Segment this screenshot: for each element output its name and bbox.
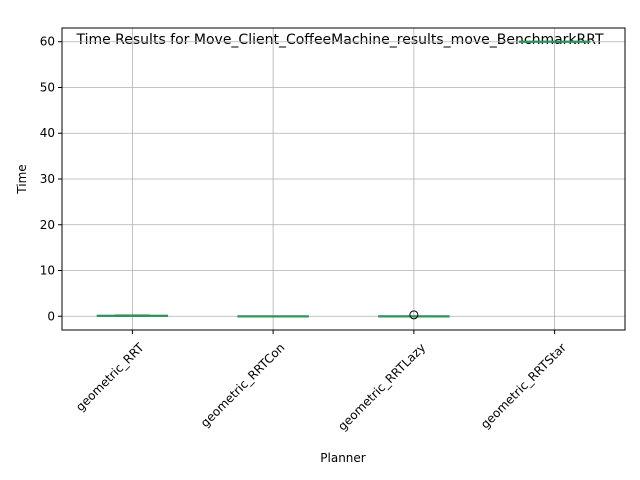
y-tick-label: 10 [40,264,55,278]
box-geometric_RRTCon [237,315,309,318]
chart-title: Time Results for Move_Client_CoffeeMachi… [75,32,603,48]
y-axis: 0 10 20 30 40 50 60 [40,35,62,323]
y-tick-label: 40 [40,126,55,140]
x-axis: geometric_RRT geometric_RRTCon geometric_R… [73,330,569,433]
y-tick-label: 30 [40,172,55,186]
x-tick-label: geometric_RRTCon [198,340,288,430]
box-geometric_RRT [96,314,169,317]
grid-lines [62,28,625,330]
x-axis-label: Planner [320,451,366,465]
outlier-point [409,310,419,320]
box-geometric_RRTLazy [378,310,450,320]
y-axis-label: Time [15,164,29,194]
y-tick-label: 60 [40,35,55,49]
y-tick-label: 20 [40,218,55,232]
box-geometric_RRTStar [518,40,591,43]
box-series [96,40,591,320]
x-tick-label: geometric_RRT [73,340,147,414]
y-tick-label: 50 [40,80,55,94]
y-tick-label: 0 [47,309,55,323]
x-tick-label: geometric_RRTStar [478,340,569,431]
x-tick-label: geometric_RRTLazy [335,340,428,433]
